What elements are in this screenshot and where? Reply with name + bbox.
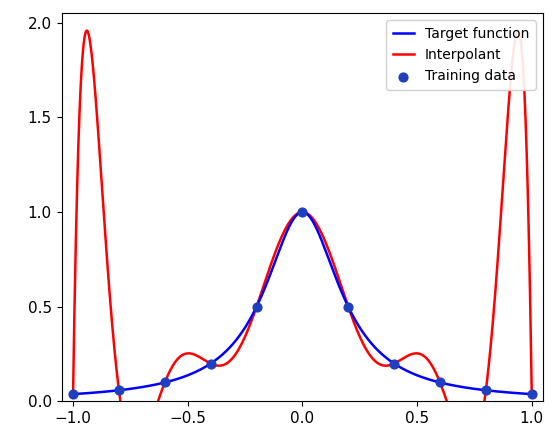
Training data [252, 303, 261, 310]
Training data [482, 387, 491, 394]
Training data [160, 379, 169, 386]
Training data [68, 391, 77, 398]
Training data [528, 391, 536, 398]
Training data [114, 387, 123, 394]
Target function [299, 210, 306, 215]
Interpolant [281, 228, 288, 234]
Interpolant [94, 109, 100, 115]
Target function [293, 213, 300, 218]
Target function [529, 392, 535, 397]
Interpolant [293, 211, 300, 217]
Interpolant [69, 392, 76, 397]
Target function [69, 392, 76, 397]
Line: Target function: Target function [73, 212, 532, 394]
Interpolant [515, 29, 522, 34]
Interpolant [516, 29, 522, 34]
Interpolant [83, 28, 90, 33]
Target function [281, 236, 287, 241]
Training data [206, 360, 215, 367]
Interpolant [529, 392, 535, 397]
Interpolant [431, 368, 438, 373]
Line: Interpolant: Interpolant [73, 31, 532, 446]
Legend: Target function, Interpolant, Training data: Target function, Interpolant, Training d… [386, 21, 536, 90]
Training data [436, 379, 445, 386]
Target function [431, 378, 438, 384]
Training data [298, 209, 307, 216]
Target function [93, 390, 100, 395]
Training data [390, 360, 399, 367]
Training data [344, 303, 353, 310]
Target function [515, 391, 522, 396]
Target function [515, 391, 522, 396]
